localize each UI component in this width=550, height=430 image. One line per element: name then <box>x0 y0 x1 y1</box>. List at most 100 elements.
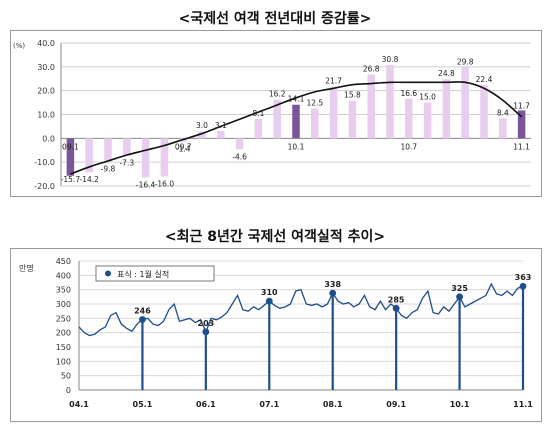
x-tick-label: 10.1 <box>288 142 305 151</box>
growth-rate-chart: -20.0 -10.0 0.0 10.0 20.0 30.0 40.0 (%) -15.7 -14… <box>13 39 531 191</box>
x-tick-label: 06.1 <box>196 400 216 409</box>
y-tick-label: 100 <box>56 357 71 366</box>
data-label: -4.6 <box>232 152 247 161</box>
y-tick-label: 250 <box>56 314 71 323</box>
x-tick-label: 11.1 <box>513 142 530 151</box>
x-tick-label: 05.1 <box>133 400 153 409</box>
bar <box>198 131 206 139</box>
y-tick-label: -10.0 <box>34 158 55 167</box>
data-label: -14.2 <box>79 175 99 184</box>
marker-label: 203 <box>198 319 215 328</box>
marker-label: 338 <box>324 280 341 289</box>
data-label: 12.5 <box>306 99 323 108</box>
y-tick-label: 350 <box>56 286 71 295</box>
bar <box>141 138 150 178</box>
passenger-trend-chart: 0 50 100 150 200 250 300 350 400 450 만명 246 203 310 33… <box>19 257 533 409</box>
marker-point <box>329 289 337 297</box>
y-tick-label: 0.0 <box>42 134 55 143</box>
y-tick-label: 0 <box>66 386 71 395</box>
data-label: 24.8 <box>438 69 455 78</box>
data-label: -9.8 <box>101 165 116 174</box>
bar <box>104 138 112 162</box>
x-tick-label: 07.1 <box>259 400 279 409</box>
bar <box>423 102 432 139</box>
x-tick-label: 09.1 <box>386 400 406 409</box>
x-tick-label: 09.7 <box>175 142 192 151</box>
x-tick-label: 10.7 <box>400 142 417 151</box>
bar <box>405 98 413 139</box>
bar <box>292 104 300 139</box>
x-tick-label: 08.1 <box>323 400 343 409</box>
bar <box>66 138 75 176</box>
bar <box>217 130 225 139</box>
data-label: 3.1 <box>215 121 227 130</box>
y-tick-label: -20.0 <box>34 182 55 191</box>
data-label: 29.8 <box>457 57 474 66</box>
data-label: 14.1 <box>288 95 305 104</box>
marker-point <box>392 304 400 312</box>
x-tick-label: 11.1 <box>513 400 533 409</box>
data-label: 26.8 <box>363 64 380 73</box>
bar <box>517 110 526 139</box>
bar <box>367 74 375 139</box>
y-tick-label: 10.0 <box>37 111 55 120</box>
data-label: -15.7 <box>61 175 81 184</box>
bar <box>386 64 394 139</box>
bar <box>235 138 244 150</box>
bar <box>480 84 488 139</box>
marker-point <box>202 328 210 336</box>
y-tick-label: 30.0 <box>37 63 55 72</box>
y-tick-label: 300 <box>56 300 71 309</box>
x-tick-label: 09.1 <box>62 142 79 151</box>
bar <box>329 86 338 139</box>
legend-box <box>95 265 215 282</box>
x-tick-label: 10.1 <box>450 400 470 409</box>
y-unit-label: (%) <box>13 42 25 50</box>
marker-point <box>139 316 146 323</box>
y-tick-label: 400 <box>56 271 71 280</box>
marker-label: 363 <box>515 273 532 282</box>
bar <box>499 118 507 139</box>
y-tick-label: 150 <box>56 343 71 352</box>
marker-label: 310 <box>261 288 278 297</box>
legend-text: 표식 : 1월 실적 <box>117 269 169 279</box>
series-line <box>78 282 524 337</box>
bar <box>160 138 169 177</box>
marker-label: 246 <box>134 306 151 315</box>
y-tick-label: 200 <box>56 329 71 338</box>
data-label: -16.4 <box>136 180 156 189</box>
growth-rate-chart-panel: -20.0 -10.0 0.0 10.0 20.0 30.0 40.0 (%) -15.7 -14… <box>10 30 542 197</box>
marker-point <box>456 293 463 301</box>
bar <box>348 100 357 139</box>
marker-label: 285 <box>388 295 405 304</box>
bar <box>273 99 281 139</box>
data-label: 8.1 <box>252 109 264 118</box>
bar <box>85 138 93 173</box>
passenger-trend-chart-panel: 0 50 100 150 200 250 300 350 400 450 만명 246 203 310 33… <box>10 248 542 422</box>
marker-label: 325 <box>451 284 468 293</box>
y-tick-label: 40.0 <box>37 39 55 48</box>
y-tick-label: 450 <box>56 257 71 266</box>
data-label: 16.2 <box>269 90 286 99</box>
data-label: -1.4 <box>176 145 191 154</box>
data-label: 22.4 <box>476 75 493 84</box>
top-chart-title: <국제선 여객 전년대비 증감률> <box>178 11 372 27</box>
trend-line <box>70 81 523 175</box>
data-label: -7.3 <box>119 159 134 168</box>
bar <box>123 138 131 156</box>
data-label: 8.4 <box>497 108 509 117</box>
y-unit-label: 만명 <box>19 263 34 273</box>
marker-point <box>265 297 273 305</box>
data-label: 15.8 <box>344 91 361 100</box>
data-label: 3.0 <box>196 121 208 130</box>
bar <box>442 79 451 139</box>
data-label: 30.8 <box>382 55 399 64</box>
data-label: 11.7 <box>513 101 530 110</box>
y-tick-label: 20.0 <box>37 87 55 96</box>
marker-point <box>519 282 527 290</box>
legend-marker <box>105 270 111 277</box>
x-tick-label: 04.1 <box>69 400 89 409</box>
bar <box>254 119 263 139</box>
data-label: 16.6 <box>400 89 417 98</box>
y-tick-label: 50 <box>61 372 71 381</box>
